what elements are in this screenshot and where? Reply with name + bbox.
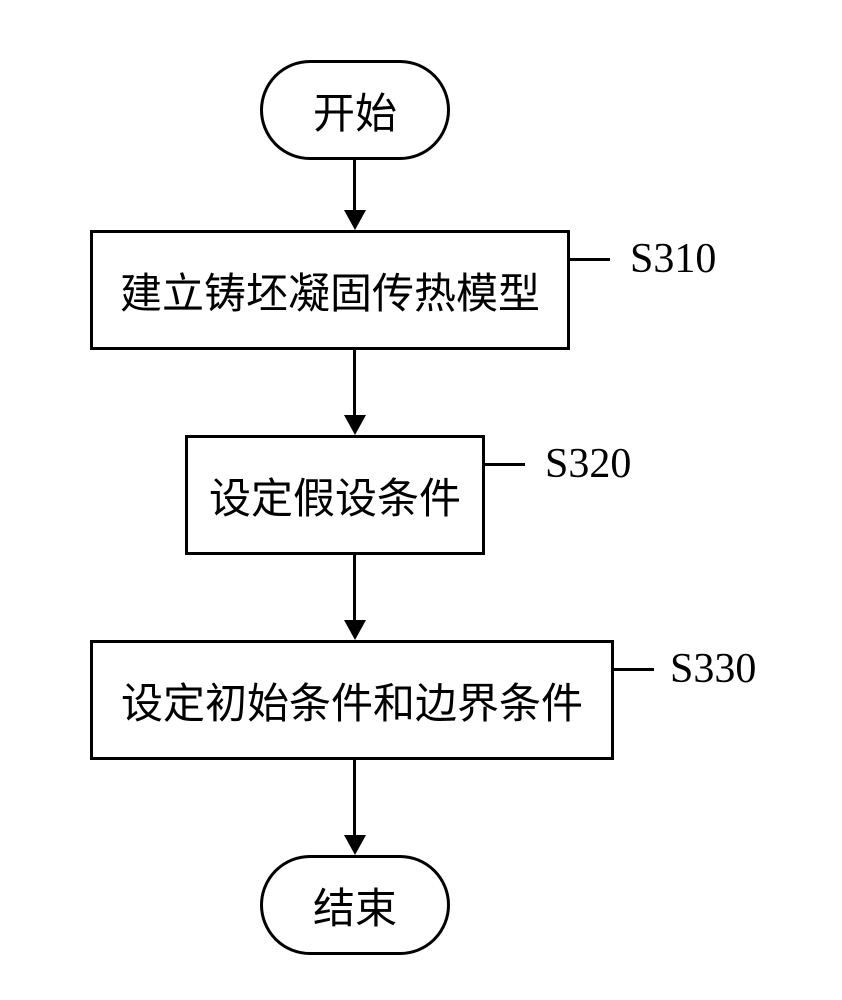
s320-text: 设定假设条件 xyxy=(209,465,461,526)
start-label: 开始 xyxy=(313,80,397,141)
s330-connector xyxy=(614,668,654,671)
s310-text: 建立铸坯凝固传热模型 xyxy=(120,260,540,321)
start-node: 开始 xyxy=(260,60,450,160)
end-label: 结束 xyxy=(313,875,397,936)
s330-step-label: S330 xyxy=(670,645,756,693)
arrowhead-s310-s320 xyxy=(344,415,366,435)
end-node: 结束 xyxy=(260,855,450,955)
s310-connector xyxy=(570,258,610,261)
s320-step-label: S320 xyxy=(545,440,631,488)
arrowhead-start-s310 xyxy=(344,210,366,230)
s320-connector xyxy=(485,463,525,466)
process-s310: 建立铸坯凝固传热模型 xyxy=(90,230,570,350)
edge-s310-s320 xyxy=(353,350,356,417)
arrowhead-s330-end xyxy=(344,835,366,855)
process-s320: 设定假设条件 xyxy=(185,435,485,555)
edge-s330-end xyxy=(353,760,356,837)
s330-text: 设定初始条件和边界条件 xyxy=(121,670,583,731)
edge-start-s310 xyxy=(353,160,356,212)
edge-s320-s330 xyxy=(353,555,356,622)
process-s330: 设定初始条件和边界条件 xyxy=(90,640,614,760)
arrowhead-s320-s330 xyxy=(344,620,366,640)
s310-step-label: S310 xyxy=(630,235,716,283)
